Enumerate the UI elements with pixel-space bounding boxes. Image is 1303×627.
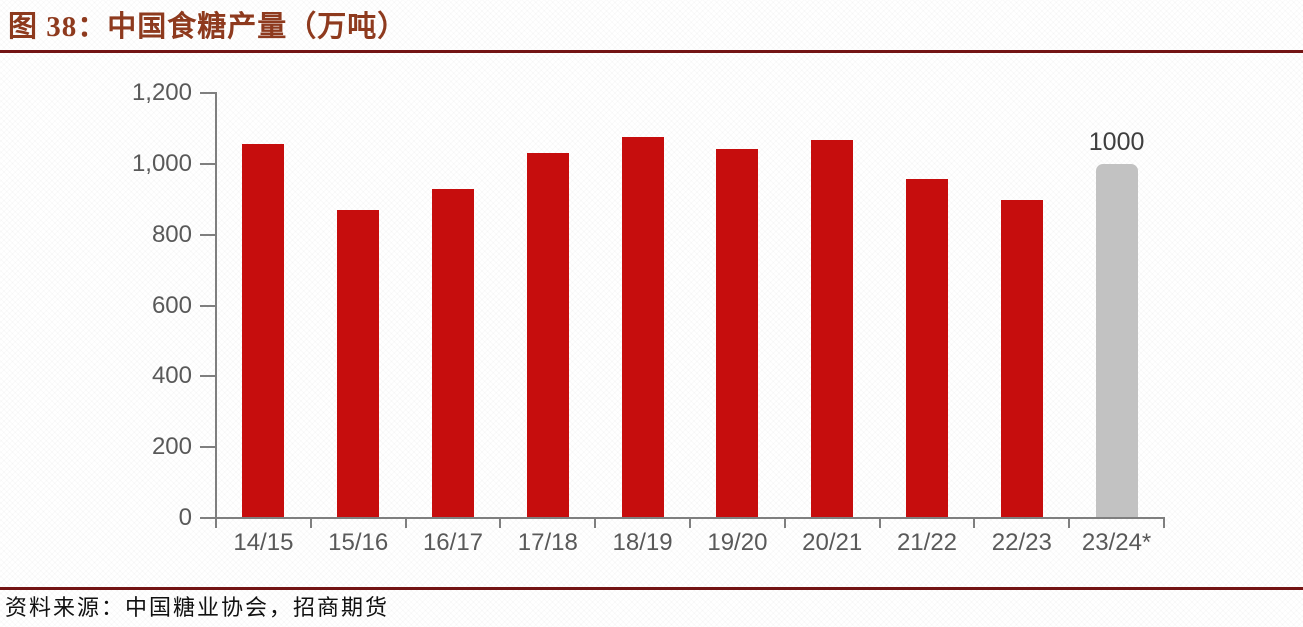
y-axis-label: 0 [178, 504, 192, 531]
y-tick-mark [200, 446, 216, 449]
bar-21-22 [906, 179, 948, 517]
y-axis-line [215, 92, 217, 519]
y-tick-mark [200, 162, 216, 165]
bar-18-19 [621, 136, 664, 517]
x-axis-line [215, 517, 1165, 519]
y-axis-label: 200 [151, 433, 192, 461]
x-tick-mark [878, 519, 881, 528]
bar-22-23 [1000, 200, 1043, 517]
y-tick-mark [200, 517, 216, 519]
x-axis-label: 22/23 [991, 529, 1052, 556]
x-axis-label: 14/15 [233, 529, 294, 556]
figure-title: 图 38：中国食糖产量（万吨） [8, 11, 408, 43]
x-axis-label: 20/21 [802, 529, 863, 556]
x-tick-mark [689, 519, 691, 528]
bar-23-24 [1095, 163, 1138, 517]
y-axis-label: 1,200 [131, 79, 192, 106]
bar-value-label: 1000 [1088, 127, 1145, 156]
x-tick-mark [499, 519, 502, 528]
bar-16-17 [432, 188, 474, 517]
x-tick-mark [215, 519, 217, 528]
title-divider [0, 50, 1303, 53]
y-axis-label: 1,000 [131, 149, 192, 177]
x-axis-label: 19/20 [707, 529, 768, 556]
bar-20-21 [811, 140, 854, 517]
x-tick-mark [1163, 519, 1165, 528]
bar-15-16 [337, 209, 380, 517]
x-axis-label: 17/18 [517, 529, 578, 556]
bar-17-18 [526, 152, 569, 517]
y-tick-mark [200, 304, 216, 307]
x-axis-label: 18/19 [612, 529, 673, 556]
x-tick-mark [594, 519, 597, 528]
bar-19-20 [716, 148, 759, 517]
x-tick-mark [1068, 519, 1071, 528]
y-tick-mark [200, 92, 216, 94]
x-tick-mark [309, 519, 312, 528]
x-tick-mark [973, 519, 976, 528]
x-axis-label: 23/24* [1081, 529, 1152, 556]
bar-14-15 [242, 144, 285, 517]
x-tick-mark [783, 519, 786, 528]
y-axis-label: 400 [151, 362, 192, 390]
y-tick-mark [200, 233, 216, 236]
footer-divider [0, 587, 1303, 590]
x-tick-mark [404, 519, 407, 528]
y-axis-label: 600 [151, 291, 192, 319]
x-axis-label: 21/22 [896, 529, 958, 556]
x-axis-label: 16/17 [422, 529, 484, 556]
x-axis-label: 15/16 [328, 529, 389, 556]
source-note: 资料来源：中国糖业协会，招商期货 [5, 595, 390, 620]
y-axis-label: 800 [151, 220, 192, 248]
y-tick-mark [200, 375, 216, 378]
